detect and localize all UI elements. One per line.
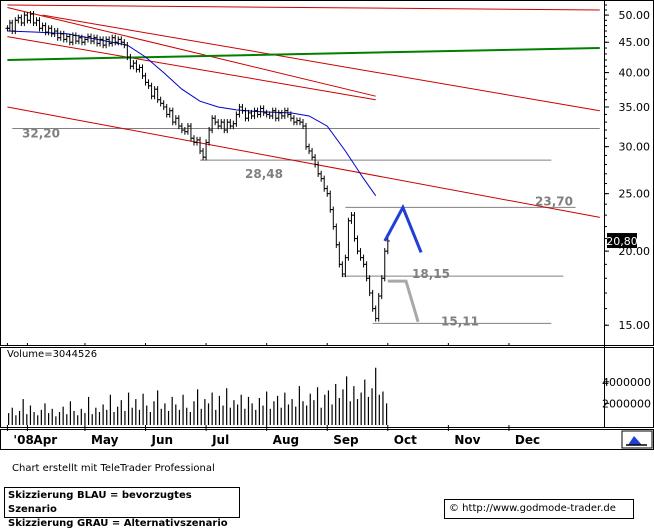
price-annotation: 28,48: [245, 167, 283, 181]
x-tick-label: Jun: [151, 433, 174, 447]
x-tick-label: Oct: [394, 433, 417, 447]
price-tick-label: 30.00: [619, 141, 651, 154]
chart-nav-icon: [621, 430, 653, 449]
x-tick-label: Aug: [273, 433, 299, 447]
current-price-label: 20,80: [606, 235, 638, 248]
current-price-box: [607, 233, 637, 249]
volume-panel-frame: [0, 347, 654, 428]
trendline: [7, 4, 600, 11]
price-annotation: 32,20: [22, 126, 60, 140]
trendline: [7, 7, 376, 97]
chart-credit: Chart erstellt mit TeleTrader Profession…: [12, 463, 215, 474]
x-tick-label: May: [91, 433, 119, 447]
scenario-gray-path: [387, 279, 420, 323]
volume-tick-label: 4000000: [602, 376, 651, 389]
volume-label: Volume=3044526: [7, 349, 97, 360]
price-tick-label: 50.00: [619, 9, 651, 22]
scenario-legend: Skizzierung BLAU = bevorzugtes Szenario …: [4, 487, 240, 529]
legend-gray-text: Skizzierung GRAU = Alternativszenario: [8, 518, 228, 529]
x-tick-label: Apr: [33, 433, 57, 447]
x-tick-label: Nov: [454, 433, 480, 447]
price-annotation: 18,15: [412, 267, 450, 281]
price-tick-label: 15.00: [619, 319, 651, 332]
chart-nav-icon-triangle: [628, 436, 642, 445]
x-tick-label: '08: [13, 433, 33, 447]
trendline: [7, 47, 600, 61]
trendline: [7, 36, 376, 101]
x-tick-label: Jul: [211, 433, 229, 447]
x-tick-label: Dec: [515, 433, 540, 447]
trendline: [42, 14, 600, 112]
price-tick-label: 25.00: [619, 188, 651, 201]
trendline: [7, 106, 600, 218]
x-tick-label: Sep: [333, 433, 359, 447]
price-annotation: 15,11: [441, 314, 479, 328]
price-tick-label: 35.00: [619, 101, 651, 114]
price-tick-label: 40.00: [619, 67, 651, 80]
scenario-blue-path: [383, 203, 423, 253]
price-tick-label: 20.00: [619, 245, 651, 258]
price-annotation: 23,70: [535, 194, 573, 208]
legend-blue-text: Skizzierung BLAU = bevorzugtes Szenario: [8, 490, 192, 515]
volume-tick-label: 2000000: [602, 397, 651, 410]
copyright-link[interactable]: © http://www.godmode-trader.de: [444, 499, 634, 519]
price-tick-label: 45.00: [619, 36, 651, 49]
